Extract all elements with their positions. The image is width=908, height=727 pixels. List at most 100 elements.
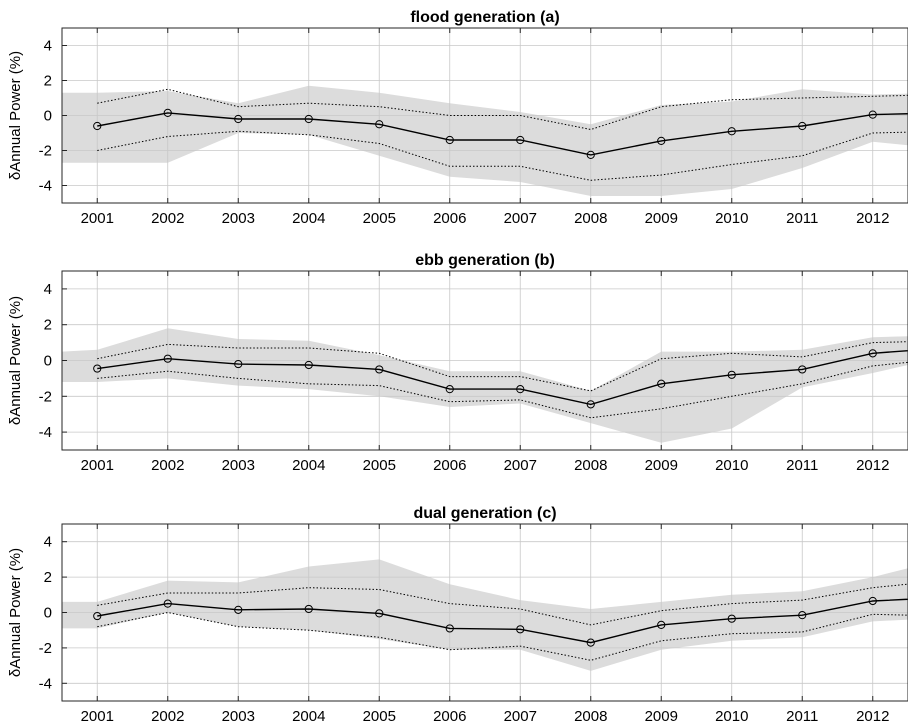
x-tick-label: 2003 [222,210,255,227]
x-tick-label: 2005 [363,210,396,227]
mean-marker [163,108,172,117]
x-tick-label: 2012 [856,210,889,227]
mean-marker [727,614,736,623]
x-tick-label: 2001 [81,708,114,725]
y-tick-label: -4 [39,424,52,441]
mean-marker [93,364,102,373]
range-band [62,85,908,196]
x-tick-label: 2008 [574,210,607,227]
x-tick-label: 2012 [856,708,889,725]
x-tick-label: 2006 [433,457,466,474]
y-axis-label: δAnnual Power (%) [7,548,24,677]
upper-dotted-line [97,88,908,131]
mean-marker [93,611,102,621]
y-tick-label: -2 [39,640,52,657]
y-tick-label: -4 [39,675,52,692]
mean-marker [727,127,736,136]
mean-marker [445,135,454,145]
lower-dotted-line [97,611,908,661]
x-tick-label: 2012 [856,457,889,474]
upper-dotted-line [97,341,908,392]
panel-b: 2001 2002 2003 2004 2005 2006 2007 2008 2009 2010… [7,252,908,474]
range-band [62,559,908,671]
y-tick-label: 4 [44,38,52,55]
chart-title: ebb generation (b) [415,252,555,269]
chart-title: flood generation (a) [410,9,559,26]
mean-marker [234,605,243,614]
mean-marker [445,624,454,633]
mean-marker [798,611,807,620]
mean-line [97,598,908,644]
y-tick-label: -2 [39,143,52,160]
x-tick-label: 2006 [433,708,466,725]
y-tick-label: 2 [44,569,52,586]
x-tick-label: 2003 [222,457,255,474]
x-tick-label: 2001 [81,457,114,474]
chart-title: dual generation (c) [413,505,556,522]
x-tick-label: 2004 [292,210,325,227]
x-tick-label: 2002 [151,457,184,474]
panel-a: 2001 2002 2003 2004 2005 2006 2007 2008 2009 2010… [7,9,908,227]
y-tick-label: 0 [44,605,52,622]
mean-marker [798,121,807,131]
mean-line [97,349,908,406]
mean-marker [304,360,313,370]
mean-marker [304,604,313,614]
x-tick-label: 2011 [786,457,818,474]
mean-marker [727,370,736,379]
mean-marker [234,359,243,369]
mean-marker [163,599,172,608]
plot-content [62,28,908,203]
mean-marker [93,121,102,131]
x-tick-label: 2008 [574,457,607,474]
mean-marker [657,379,666,388]
x-tick-label: 2004 [292,708,325,725]
x-tick-label: 2011 [786,210,818,227]
mean-marker [868,596,877,606]
y-tick-label: 2 [44,317,52,334]
mean-marker [586,638,595,647]
mean-marker [375,365,384,374]
mean-marker [516,625,525,634]
plot-content [62,271,908,450]
x-tick-label: 2007 [504,210,537,227]
upper-dotted-line [97,583,908,626]
x-tick-label: 2003 [222,708,255,725]
y-axis-label: δAnnual Power (%) [7,296,24,425]
y-tick-label: 0 [44,353,52,370]
mean-line [97,112,908,156]
mean-marker [375,609,384,618]
y-tick-label: 4 [44,534,52,551]
x-tick-label: 2004 [292,457,325,474]
y-tick-label: 4 [44,281,52,298]
mean-marker [657,620,666,629]
x-tick-label: 2002 [151,210,184,227]
mean-marker [516,135,525,145]
plot-content [62,524,908,701]
y-tick-label: 0 [44,108,52,125]
x-tick-label: 2011 [786,708,818,725]
x-tick-label: 2009 [645,210,678,227]
y-tick-label: -4 [39,178,52,195]
range-band [62,328,908,443]
mean-marker [868,349,877,358]
x-tick-label: 2010 [715,708,748,725]
x-tick-label: 2008 [574,708,607,725]
x-tick-label: 2010 [715,457,748,474]
mean-marker [163,354,172,363]
y-axis-label: δAnnual Power (%) [7,51,24,180]
x-tick-label: 2009 [645,708,678,725]
x-tick-label: 2005 [363,708,396,725]
panel-c: 2001 2002 2003 2004 2005 2006 2007 2008 2009 2010… [7,505,908,725]
x-tick-label: 2005 [363,457,396,474]
x-tick-label: 2006 [433,210,466,227]
mean-marker [657,136,666,145]
y-tick-label: -2 [39,388,52,405]
mean-marker [516,385,525,394]
mean-marker [586,400,595,409]
x-tick-label: 2001 [81,210,114,227]
mean-marker [304,114,313,124]
x-tick-label: 2007 [504,457,537,474]
mean-marker [234,114,243,124]
mean-marker [868,110,877,119]
